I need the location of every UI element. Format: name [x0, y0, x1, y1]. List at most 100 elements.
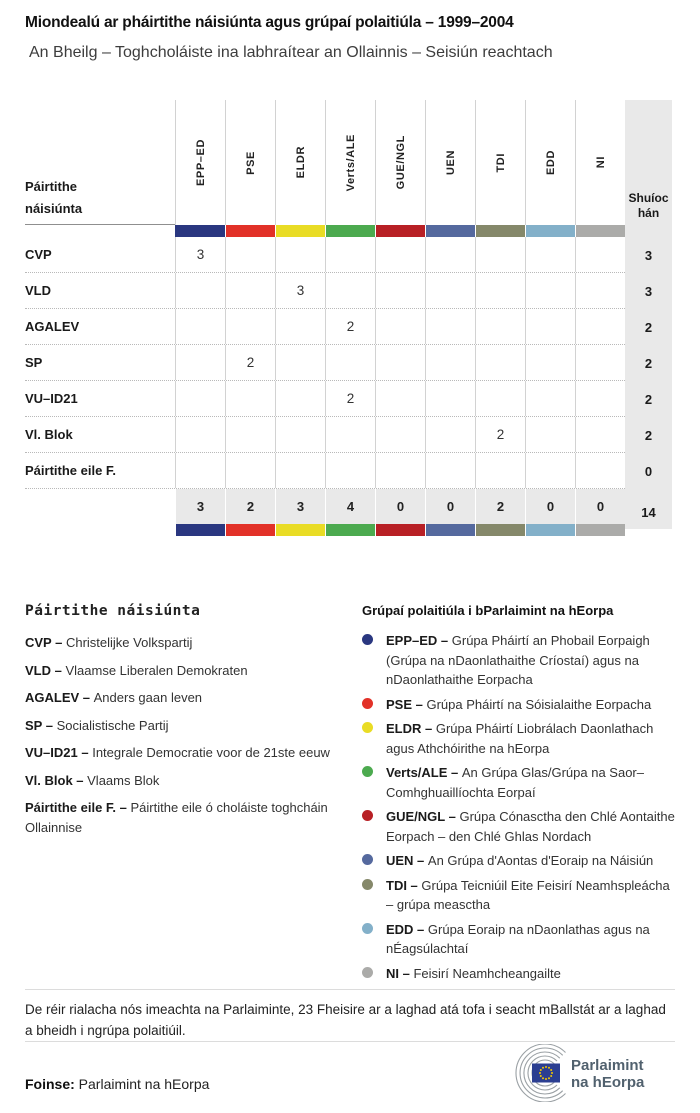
table-row: Vl. Blok 2 2: [25, 417, 672, 453]
table-row: CVP 3 3: [25, 237, 672, 273]
seats-table: Páirtithe náisiúnta EPP–ED PSE ELDR Verts/AL…: [25, 100, 672, 536]
group-color-dot-icon: [362, 854, 373, 865]
total-column: 3: [175, 489, 225, 536]
group-color-dot-icon: [362, 878, 373, 890]
group-color-dot-icon: [362, 634, 373, 645]
group-color-dot-icon: [362, 722, 373, 733]
seat-cell: 3: [175, 237, 225, 272]
group-header-NI: NI: [575, 100, 625, 225]
seat-cell: [525, 345, 575, 380]
party-name: VU–ID21: [25, 391, 78, 406]
eu-star-icon: [539, 1069, 542, 1071]
row-total: 0: [644, 463, 653, 479]
seat-cell: [525, 237, 575, 272]
group-legend-item: TDI – Grúpa Teicniúil Eite Feisirí Neamh…: [362, 876, 680, 915]
group-legend-item: ELDR – Grúpa Pháirtí Liobrálach Daonlath…: [362, 719, 680, 758]
seat-cell: [325, 273, 375, 308]
group-legend-text: TDI – Grúpa Teicniúil Eite Feisirí Neamh…: [386, 877, 670, 913]
group-legend-text: PSE – Grúpa Pháirtí na Sóisialaithe Eorp…: [386, 696, 652, 712]
group-header-label: EPP–ED: [194, 138, 207, 186]
party-name: Páirtithe eile F.: [25, 463, 117, 478]
group-legend-item: EDD – Grúpa Eoraip na nDaonlathas agus n…: [362, 920, 680, 959]
party-name: AGALEV: [25, 319, 80, 334]
group-header-label: Verts/ALE: [344, 133, 357, 192]
eu-star-icon: [545, 1078, 547, 1080]
seat-cell: [375, 309, 425, 344]
group-total: 3: [175, 489, 225, 524]
seat-cell: [425, 345, 475, 380]
table-row: Páirtithe eile F. 0: [25, 453, 672, 489]
group-color-dot-icon: [362, 766, 373, 777]
national-parties-legend-title: Páirtithe náisiúnta: [25, 603, 201, 619]
party-legend-item: SP – Socialistische Partij: [25, 717, 169, 733]
seat-cell: [325, 453, 375, 488]
seat-cell: [425, 273, 475, 308]
row-total: 2: [644, 427, 653, 443]
seat-cell: [225, 309, 275, 344]
group-legend-text: NI – Feisirí Neamhcheangailte: [386, 965, 561, 981]
eu-star-icon: [550, 1069, 553, 1071]
national-parties-legend: Páirtithe náisiúnta CVP – Christelijke V…: [25, 603, 345, 846]
seat-cell: [375, 453, 425, 488]
group-header-GUE/NGL: GUE/NGL: [375, 100, 425, 225]
total-column: 4: [325, 489, 375, 536]
group-header-UEN: UEN: [425, 100, 475, 225]
group-header-PSE: PSE: [225, 100, 275, 225]
group-legend-text: UEN – An Grúpa d'Aontas d'Eoraip na Náis…: [386, 853, 654, 868]
seat-cell: [475, 453, 525, 488]
row-header: Páirtithe náisiúnta: [25, 100, 175, 225]
party-legend-item: VU–ID21 – Integrale Democratie voor de 2…: [25, 745, 330, 760]
party-name: VLD: [25, 283, 51, 298]
total-column: 2: [475, 489, 525, 536]
row-total: 3: [644, 283, 653, 299]
group-color-bar: [575, 524, 625, 536]
eu-star-icon: [539, 1075, 542, 1077]
eu-star-icon: [539, 1072, 541, 1074]
party-legend-item: Páirtithe eile F. – Páirtithe eile ó cho…: [25, 800, 328, 835]
group-header-label: UEN: [444, 149, 457, 176]
hemicycle-arc: [527, 1055, 558, 1091]
hemicycle-arc: [515, 1044, 566, 1102]
eu-star-icon: [542, 1066, 544, 1069]
seat-cell: 3: [275, 273, 325, 308]
european-parliament-logo: Parlaimint na hEorpa: [515, 1044, 645, 1102]
seat-cell: [575, 273, 625, 308]
source-label: Foinse:: [25, 1076, 75, 1092]
table-header-row: Páirtithe náisiúnta EPP–ED PSE ELDR Verts/AL…: [25, 100, 672, 225]
row-total: 3: [644, 247, 653, 263]
seat-cell: [575, 345, 625, 380]
svg-text:Parlaimint: Parlaimint: [571, 1057, 644, 1074]
seat-cell: [425, 453, 475, 488]
group-header-label: PSE: [244, 150, 257, 175]
seat-cell: [275, 381, 325, 416]
seat-cell: [175, 453, 225, 488]
seat-cell: 2: [325, 381, 375, 416]
group-legend-item: Verts/ALE – An Grúpa Glas/Grúpa na Saor–…: [362, 763, 680, 802]
group-header-label: NI: [594, 156, 607, 169]
group-header-EDD: EDD: [525, 100, 575, 225]
seat-cell: [575, 237, 625, 272]
seat-cell: [525, 309, 575, 344]
table-row: SP 2 2: [25, 345, 672, 381]
seat-cell: [225, 417, 275, 452]
group-color-dot-icon: [362, 922, 373, 934]
group-color-bar: [325, 524, 375, 536]
group-total: 2: [225, 489, 275, 524]
group-color-bar: [375, 225, 425, 237]
eu-star-icon: [548, 1077, 550, 1080]
group-total: 0: [575, 489, 625, 524]
seat-cell: [475, 381, 525, 416]
seat-cell: [175, 381, 225, 416]
seat-cell: [325, 417, 375, 452]
group-color-dot-icon: [362, 810, 373, 821]
row-total: 2: [644, 355, 653, 371]
group-header-label: ELDR: [294, 146, 307, 179]
divider: [25, 989, 675, 990]
seat-cell: 2: [325, 309, 375, 344]
hemicycle-arc: [519, 1047, 564, 1099]
group-legend-item: EPP–ED – Grúpa Pháirtí an Phobail Eorpai…: [362, 631, 680, 690]
group-header-EPP–ED: EPP–ED: [175, 100, 225, 225]
header-color-bar-row: [25, 225, 672, 237]
group-color-bar: [175, 225, 225, 237]
group-color-bar: [225, 524, 275, 536]
